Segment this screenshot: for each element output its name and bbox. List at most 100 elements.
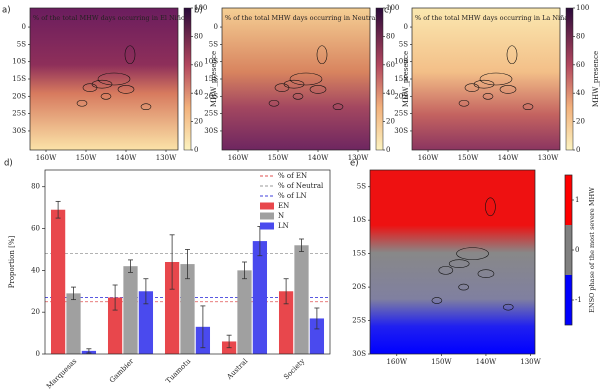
x-tick-label: 140W (476, 358, 497, 366)
error-bar (185, 249, 190, 280)
map-title: % of the total MHW days occurring in La … (415, 14, 568, 22)
panel-label: b) (194, 6, 203, 16)
y-tick-label: 30S (352, 350, 366, 358)
x-tick-label: 160W (418, 154, 439, 162)
y-tick-label: 15S (12, 75, 26, 83)
colorbar-label: MHW_presence (592, 51, 600, 107)
island-contour (292, 93, 304, 100)
island-contour (456, 247, 489, 260)
island-contour (458, 99, 470, 107)
colorbar-tick-label: 100 (576, 4, 589, 12)
island-contour (289, 72, 323, 86)
x-tick-label: Marquesas (45, 357, 79, 389)
legend-label: EN (278, 202, 289, 210)
colorbar-band (565, 225, 572, 275)
y-tick-label: 25S (352, 317, 366, 325)
y-tick-label: 30S (204, 127, 218, 135)
legend-swatch (260, 212, 274, 220)
panel-label: d) (4, 159, 13, 169)
x-tick-label: 150W (268, 154, 289, 162)
island-contour (268, 99, 280, 107)
map-title: % of the total MHW days occurring in Neu… (225, 14, 378, 22)
bar (278, 291, 294, 354)
y-tick-label: 15S (394, 75, 408, 83)
x-tick-label: Gambier (108, 357, 136, 385)
island-contour (458, 283, 469, 291)
colorbar-label: ENSO phase of the most severe MHW (588, 187, 596, 313)
heatmap (412, 8, 560, 150)
colorbar-tick-label: 0 (386, 146, 390, 154)
y-tick-label: 15S (204, 75, 218, 83)
x-tick-label: 140W (498, 154, 519, 162)
colorbar-tick-label: 80 (576, 32, 585, 40)
map-frame (411, 7, 561, 151)
error-bar (55, 200, 61, 219)
bar (50, 209, 66, 354)
bar (180, 264, 195, 354)
y-tick-label: 5S (209, 40, 218, 48)
bar (66, 293, 81, 354)
x-tick-label: Austral (225, 357, 250, 382)
legend-label: LN (278, 222, 289, 230)
panel-label: a) (2, 6, 11, 16)
heatmap (30, 8, 178, 150)
y-axis-label: Proportion [%] (8, 236, 16, 289)
bar (123, 266, 138, 354)
x-tick-label: 130W (348, 154, 369, 162)
y-tick-label: 0 (404, 23, 408, 31)
colorbar-tick-label: 0 (576, 146, 580, 154)
y-tick-label: 25S (12, 110, 26, 118)
y-tick-label: 5S (17, 40, 26, 48)
panel-label: c) (384, 6, 392, 16)
x-tick-label: 160W (36, 154, 57, 162)
error-bar (242, 261, 247, 280)
y-tick-label: 40 (31, 266, 40, 274)
bar (294, 245, 309, 354)
error-bar (226, 334, 232, 349)
error-bar (314, 307, 320, 330)
island-contour (499, 85, 517, 94)
phase-map (370, 170, 535, 354)
y-tick-label: 5S (399, 40, 408, 48)
island-contour (431, 297, 443, 304)
axes-frame (44, 169, 331, 355)
island-contour (97, 72, 131, 86)
island-contour (502, 303, 514, 311)
island-contour (274, 83, 290, 92)
legend-label: % of EN (278, 172, 307, 180)
colorbar-label: MHW_presence (402, 51, 410, 107)
colorbar-tick-label: 80 (386, 32, 395, 40)
colorbar-tick-label: 20 (386, 118, 395, 126)
x-tick-label: 130W (156, 154, 177, 162)
island-contour (477, 269, 495, 279)
colorbar-tick-label: 40 (386, 89, 395, 97)
y-tick-label: 10S (204, 58, 218, 66)
colorbar-band (565, 275, 572, 325)
island-contour (124, 45, 136, 65)
island-contour (309, 85, 327, 94)
error-bar (71, 286, 76, 301)
map-frame (369, 169, 536, 355)
x-tick-label: 160W (228, 154, 249, 162)
bar (107, 297, 123, 354)
colorbar-band (565, 175, 572, 225)
colorbar (375, 7, 384, 151)
island-contour (82, 83, 98, 92)
error-bar (112, 284, 118, 311)
x-tick-label: 130W (520, 358, 541, 366)
island-contour (140, 103, 152, 111)
colorbar-tick-label: 80 (194, 32, 203, 40)
bar (252, 241, 268, 354)
island-contour (316, 45, 328, 65)
y-tick-label: 20S (394, 92, 408, 100)
bar (237, 270, 252, 354)
island-contour (522, 103, 534, 111)
colorbar-tick-label: 60 (386, 61, 395, 69)
island-contour (332, 103, 344, 111)
error-bar (283, 278, 289, 305)
y-tick-label: 0 (214, 23, 218, 31)
bar (309, 318, 325, 354)
colorbar-tick-label: 20 (576, 118, 585, 126)
island-contour (117, 85, 135, 94)
